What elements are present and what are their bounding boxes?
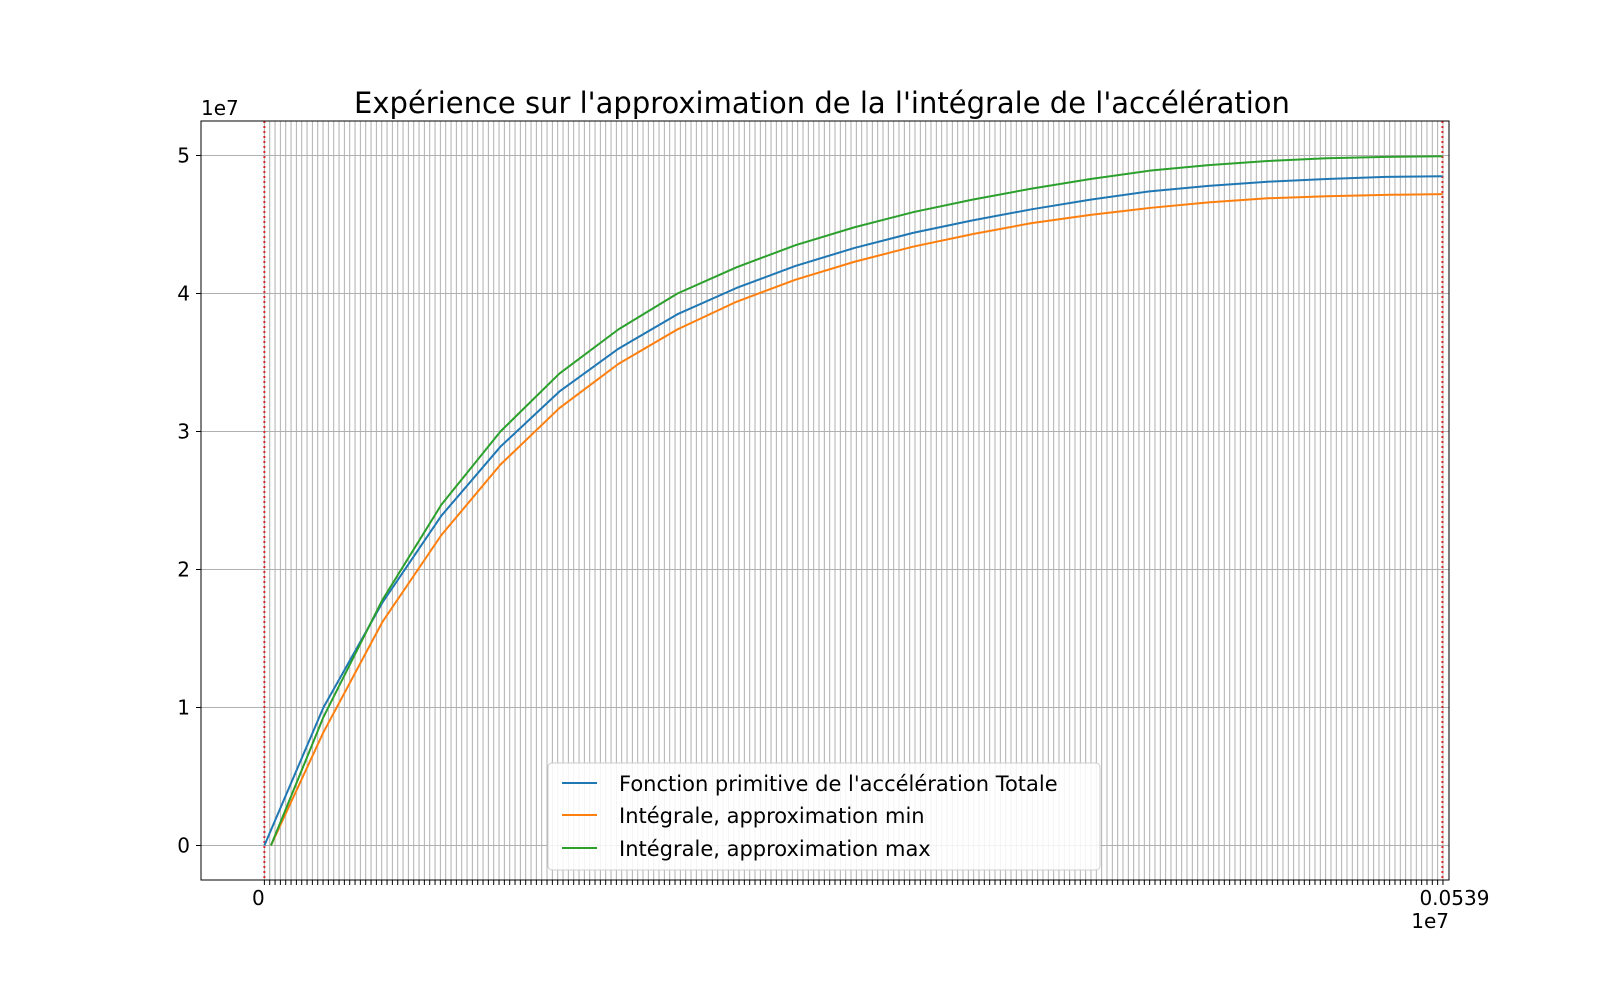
- y-tick-label: 1: [177, 696, 190, 720]
- series-line-0: [263, 175, 1443, 846]
- chart-title: Expérience sur l'approximation de la l'i…: [354, 86, 1290, 120]
- x-axis-ticks: 0 0.0539: [252, 880, 1489, 910]
- y-tick-label: 5: [177, 144, 190, 168]
- y-tick-label: 4: [177, 282, 190, 306]
- x-grid-lines: [263, 121, 1444, 880]
- series-line-2: [270, 155, 1443, 846]
- x-offset-text: 1e7: [1411, 909, 1449, 933]
- plot-frame: [200, 120, 1450, 881]
- legend-label-min: Intégrale, approximation min: [619, 804, 925, 828]
- y-axis-ticks: 0 1 2 3 4 5: [177, 144, 201, 858]
- y-tick-label: 2: [177, 558, 190, 582]
- series-line-1: [270, 193, 1443, 846]
- y-tick-label: 0: [177, 834, 190, 858]
- y-offset-text: 1e7: [201, 96, 239, 120]
- legend-label-max: Intégrale, approximation max: [619, 837, 931, 861]
- x-tick-label-last: 0.0539: [1419, 886, 1489, 910]
- x-tick-label-first: 0: [252, 886, 265, 910]
- legend: Fonction primitive de l'accélération Tot…: [547, 762, 1101, 871]
- legend-label-primitive: Fonction primitive de l'accélération Tot…: [619, 772, 1058, 796]
- reference-vlines: [263, 121, 1444, 880]
- series-layer: [263, 155, 1443, 846]
- legend-box: [547, 762, 1101, 871]
- y-grid-lines: [201, 155, 1449, 846]
- y-tick-label: 3: [177, 420, 190, 444]
